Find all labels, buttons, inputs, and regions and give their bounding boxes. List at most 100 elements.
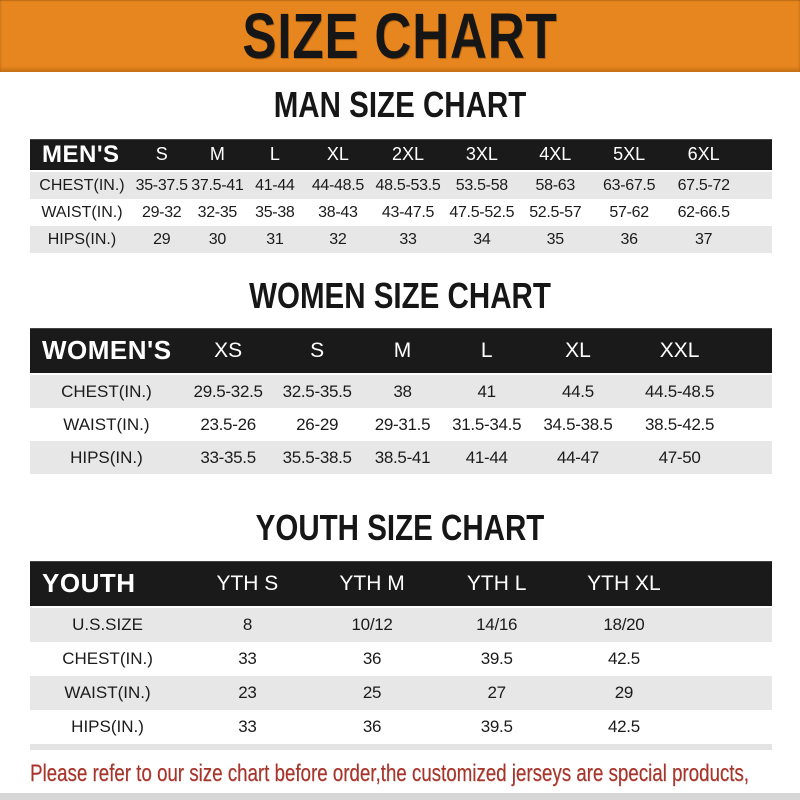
size-chart-banner: SIZE CHART bbox=[0, 0, 800, 72]
value-cell: 67.5-72 bbox=[666, 172, 741, 199]
value-cell: 41-44 bbox=[444, 441, 530, 474]
value-cell: 29 bbox=[559, 676, 689, 710]
table-row: HIPS(IN.) 33 36 39.5 42.5 bbox=[30, 710, 772, 744]
row-label-cell: HIPS(IN.) bbox=[30, 710, 186, 744]
value-cell: 43-47.5 bbox=[371, 199, 445, 226]
value-cell: 25 bbox=[309, 676, 435, 710]
size-header-cell: YTH XL bbox=[559, 561, 689, 608]
size-header-cell: XS bbox=[182, 328, 274, 375]
size-header-cell: YTH L bbox=[434, 561, 559, 608]
value-cell: 33-35.5 bbox=[182, 441, 274, 474]
row-label-cell: HIPS(IN.) bbox=[30, 226, 134, 253]
row-label-cell: WAIST(IN.) bbox=[30, 199, 134, 226]
value-cell: 37.5-41 bbox=[189, 172, 246, 199]
spacer-cell bbox=[740, 199, 772, 226]
spacer-cell bbox=[688, 608, 772, 642]
value-cell: 48.5-53.5 bbox=[371, 172, 445, 199]
value-cell: 35 bbox=[518, 226, 592, 253]
section-title-youth: YOUTH SIZE CHART bbox=[255, 507, 545, 548]
spacer-cell bbox=[688, 561, 772, 608]
table-row: CHEST(IN.) 29.5-32.5 32.5-35.5 38 41 44.5 44.5… bbox=[30, 375, 772, 408]
value-cell: 32.5-35.5 bbox=[273, 375, 361, 408]
size-header-cell: 6XL bbox=[666, 139, 741, 172]
row-label-cell: WAIST(IN.) bbox=[30, 676, 186, 710]
table-row: WAIST(IN.) 29-32 32-35 35-38 38-43 43-47.5 47.… bbox=[30, 199, 772, 226]
value-cell: 44.5-48.5 bbox=[626, 375, 733, 408]
value-cell: 42.5 bbox=[559, 642, 689, 676]
bottom-edge-strip bbox=[0, 793, 800, 800]
value-cell: 63-67.5 bbox=[591, 172, 667, 199]
value-cell: 35-37.5 bbox=[133, 172, 190, 199]
value-cell: 39.5 bbox=[434, 642, 559, 676]
value-cell: 33 bbox=[185, 642, 310, 676]
value-cell: 32 bbox=[304, 226, 372, 253]
size-header-cell: M bbox=[189, 139, 246, 172]
size-header-cell: S bbox=[273, 328, 361, 375]
section-title-women: WOMEN SIZE CHART bbox=[249, 275, 551, 316]
value-cell: 14/16 bbox=[434, 608, 559, 642]
value-cell: 38.5-42.5 bbox=[626, 408, 733, 441]
page-title: SIZE CHART bbox=[242, 0, 558, 72]
row-label-cell: WAIST(IN.) bbox=[30, 408, 183, 441]
spacer-cell bbox=[732, 375, 772, 408]
row-label-cell: U.S.SIZE bbox=[30, 608, 186, 642]
size-header-row: MEN'S S M L XL 2XL 3XL 4XL 5XL 6XL bbox=[30, 139, 772, 172]
size-header-cell: XXL bbox=[626, 328, 733, 375]
men-size-table: MEN'S S M L XL 2XL 3XL 4XL 5XL 6XL CHEST(IN.) 35-37… bbox=[30, 139, 772, 253]
spacer-cell bbox=[732, 441, 772, 474]
value-cell: 53.5-58 bbox=[444, 172, 519, 199]
women-size-table: WOMEN'S XS S M L XL XXL CHEST(IN.) 29.5-32.5 32.5… bbox=[30, 328, 772, 474]
value-cell: 62-66.5 bbox=[666, 199, 741, 226]
size-header-cell: XL bbox=[304, 139, 372, 172]
value-cell: 52.5-57 bbox=[518, 199, 592, 226]
value-cell: 30 bbox=[189, 226, 246, 253]
value-cell: 38.5-41 bbox=[360, 441, 445, 474]
value-cell: 36 bbox=[309, 710, 435, 744]
value-cell: 33 bbox=[185, 710, 310, 744]
value-cell: 47-50 bbox=[626, 441, 733, 474]
value-cell: 36 bbox=[309, 642, 435, 676]
table-row: HIPS(IN.) 29 30 31 32 33 34 35 36 37 bbox=[30, 226, 772, 253]
spacer-cell bbox=[732, 328, 772, 375]
row-label-cell: HIPS(IN.) bbox=[30, 441, 183, 474]
spacer-cell bbox=[688, 642, 772, 676]
size-header-cell: 4XL bbox=[518, 139, 592, 172]
value-cell: 36 bbox=[591, 226, 667, 253]
table-corner-label: YOUTH bbox=[30, 561, 186, 608]
size-header-row: YOUTH YTH S YTH M YTH L YTH XL bbox=[30, 561, 772, 608]
table-corner-label: WOMEN'S bbox=[30, 328, 183, 375]
row-label-cell: CHEST(IN.) bbox=[30, 375, 183, 408]
size-header-cell: 2XL bbox=[371, 139, 445, 172]
table-corner-label: MEN'S bbox=[30, 139, 134, 172]
table-row: CHEST(IN.) 35-37.5 37.5-41 41-44 44-48.5 48.5… bbox=[30, 172, 772, 199]
value-cell: 44-47 bbox=[529, 441, 627, 474]
value-cell: 34.5-38.5 bbox=[529, 408, 627, 441]
row-label-cell: CHEST(IN.) bbox=[30, 172, 134, 199]
size-header-cell: 5XL bbox=[591, 139, 667, 172]
spacer-cell bbox=[740, 226, 772, 253]
row-label-cell: CHEST(IN.) bbox=[30, 642, 186, 676]
value-cell: 29.5-32.5 bbox=[182, 375, 274, 408]
value-cell: 47.5-52.5 bbox=[444, 199, 519, 226]
value-cell: 29 bbox=[133, 226, 190, 253]
value-cell: 31 bbox=[245, 226, 305, 253]
value-cell: 38-43 bbox=[304, 199, 372, 226]
size-header-cell: L bbox=[245, 139, 305, 172]
value-cell: 44-48.5 bbox=[304, 172, 372, 199]
table-row: HIPS(IN.) 33-35.5 35.5-38.5 38.5-41 41-44 44-… bbox=[30, 441, 772, 474]
spacer-cell bbox=[688, 676, 772, 710]
table-row: WAIST(IN.) 23.5-26 26-29 29-31.5 31.5-34.5 34… bbox=[30, 408, 772, 441]
size-header-cell: YTH S bbox=[185, 561, 310, 608]
value-cell: 41-44 bbox=[245, 172, 305, 199]
spacer-cell bbox=[740, 172, 772, 199]
size-header-cell: S bbox=[133, 139, 190, 172]
value-cell: 23.5-26 bbox=[182, 408, 274, 441]
table-row: CHEST(IN.) 33 36 39.5 42.5 bbox=[30, 642, 772, 676]
section-title-men: MAN SIZE CHART bbox=[273, 84, 527, 125]
size-header-cell: M bbox=[360, 328, 445, 375]
value-cell: 38 bbox=[360, 375, 445, 408]
value-cell: 18/20 bbox=[559, 608, 689, 642]
spacer-cell bbox=[740, 139, 772, 172]
size-header-cell: XL bbox=[529, 328, 627, 375]
size-header-cell: 3XL bbox=[444, 139, 519, 172]
